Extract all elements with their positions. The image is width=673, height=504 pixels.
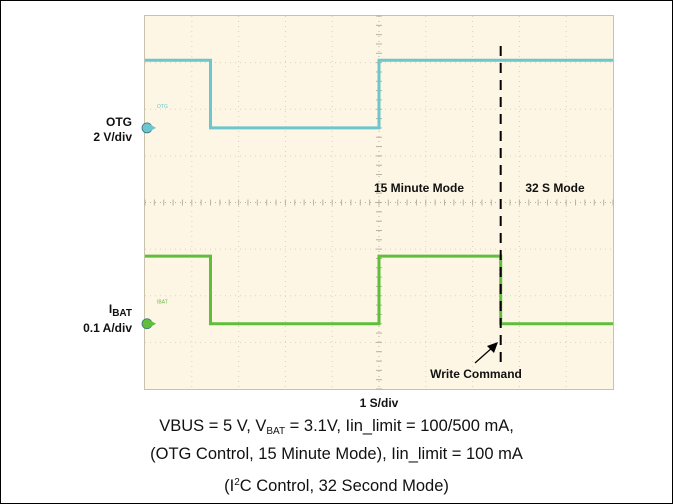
ibat-label-scale: 0.1 A/div bbox=[83, 321, 132, 335]
mode-left-label: 15 Minute Mode bbox=[374, 181, 464, 195]
caption-line-2: (OTG Control, 15 Minute Mode), Iin_limit… bbox=[150, 445, 523, 463]
ibat-label-name: IBAT bbox=[108, 302, 132, 319]
ground-arrow-otg bbox=[149, 123, 156, 132]
scope-plot: OTG IBAT 15 Minute Mode 32 S Mode Write C… bbox=[141, 15, 614, 390]
otg-label-name: OTG bbox=[106, 115, 132, 129]
caption-line-3: (I2C Control, 32 Second Mode) bbox=[224, 477, 449, 495]
write-command-label: Write Command bbox=[430, 367, 522, 381]
trace-otg bbox=[145, 58, 613, 130]
channel-tag-ibat: IBAT bbox=[157, 300, 168, 306]
ibat-channel-label: IBAT 0.1 A/div bbox=[50, 302, 132, 336]
mode-right-label: 32 S Mode bbox=[525, 181, 585, 195]
scope-screen: OTG IBAT 15 Minute Mode 32 S Mode Write C… bbox=[141, 15, 614, 390]
channel-tag-otg: OTG bbox=[157, 104, 168, 110]
otg-channel-label: OTG 2 V/div bbox=[60, 115, 132, 145]
caption-line-1: VBUS = 5 V, VBAT = 3.1V, Iin_limit = 100… bbox=[159, 417, 514, 437]
ground-arrow-ibat bbox=[149, 319, 156, 328]
traces: OTG IBAT bbox=[141, 58, 613, 330]
write-command-arrow bbox=[474, 346, 494, 364]
trace-ibat bbox=[145, 254, 613, 326]
otg-label-scale: 2 V/div bbox=[93, 130, 132, 144]
timebase-label: 1 S/div bbox=[359, 396, 399, 410]
annotations: 15 Minute Mode 32 S Mode Write Command bbox=[374, 46, 585, 381]
grid bbox=[144, 15, 614, 390]
write-command-arrow-head bbox=[487, 342, 498, 353]
